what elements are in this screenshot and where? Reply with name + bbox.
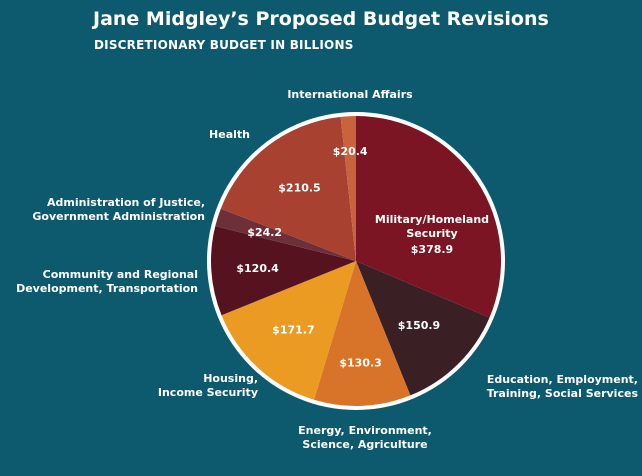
- pie-slice-4: [211, 226, 356, 316]
- slice-label-international-affairs: International Affairs: [287, 88, 413, 101]
- slice-value-6: $210.5: [278, 181, 320, 194]
- pie-slice-0: [356, 115, 502, 318]
- pie-slice-1: [356, 261, 490, 396]
- slice-value-1: $150.9: [398, 319, 440, 332]
- slice-label-energy: Energy, Environment, Science, Agricultur…: [298, 424, 432, 451]
- slice-value-0: $378.9: [411, 243, 453, 256]
- pie-slice-2: [314, 261, 411, 407]
- slice-label-education: Education, Employment, Training, Social …: [486, 373, 638, 400]
- slice-label-military-line-0: Military/Homeland: [375, 213, 489, 226]
- pie-slice-3: [221, 261, 356, 400]
- pie-slice-6: [220, 116, 356, 261]
- slice-value-2: $130.3: [339, 356, 381, 369]
- slice-label-health: Health: [209, 128, 250, 141]
- slice-label-community-regional-development: Community and Regional Development, Tran…: [16, 268, 198, 295]
- slice-label-housing: Housing, Income Security: [157, 372, 258, 399]
- slice-label-military-line-1: Security: [406, 227, 457, 240]
- chart-subtitle: DISCRETIONARY BUDGET IN BILLIONS: [94, 38, 354, 52]
- slice-value-7: $20.4: [333, 145, 368, 158]
- slice-value-3: $171.7: [272, 324, 314, 337]
- slice-label-administration-of-justice: Administration of Justice, Government Ad…: [32, 196, 205, 223]
- pie-slice-5: [215, 208, 356, 261]
- slice-value-4: $120.4: [236, 262, 279, 275]
- pie-slice-7: [340, 116, 356, 261]
- chart-title: Jane Midgley’s Proposed Budget Revisions: [93, 8, 549, 30]
- slice-value-5: $24.2: [247, 226, 282, 239]
